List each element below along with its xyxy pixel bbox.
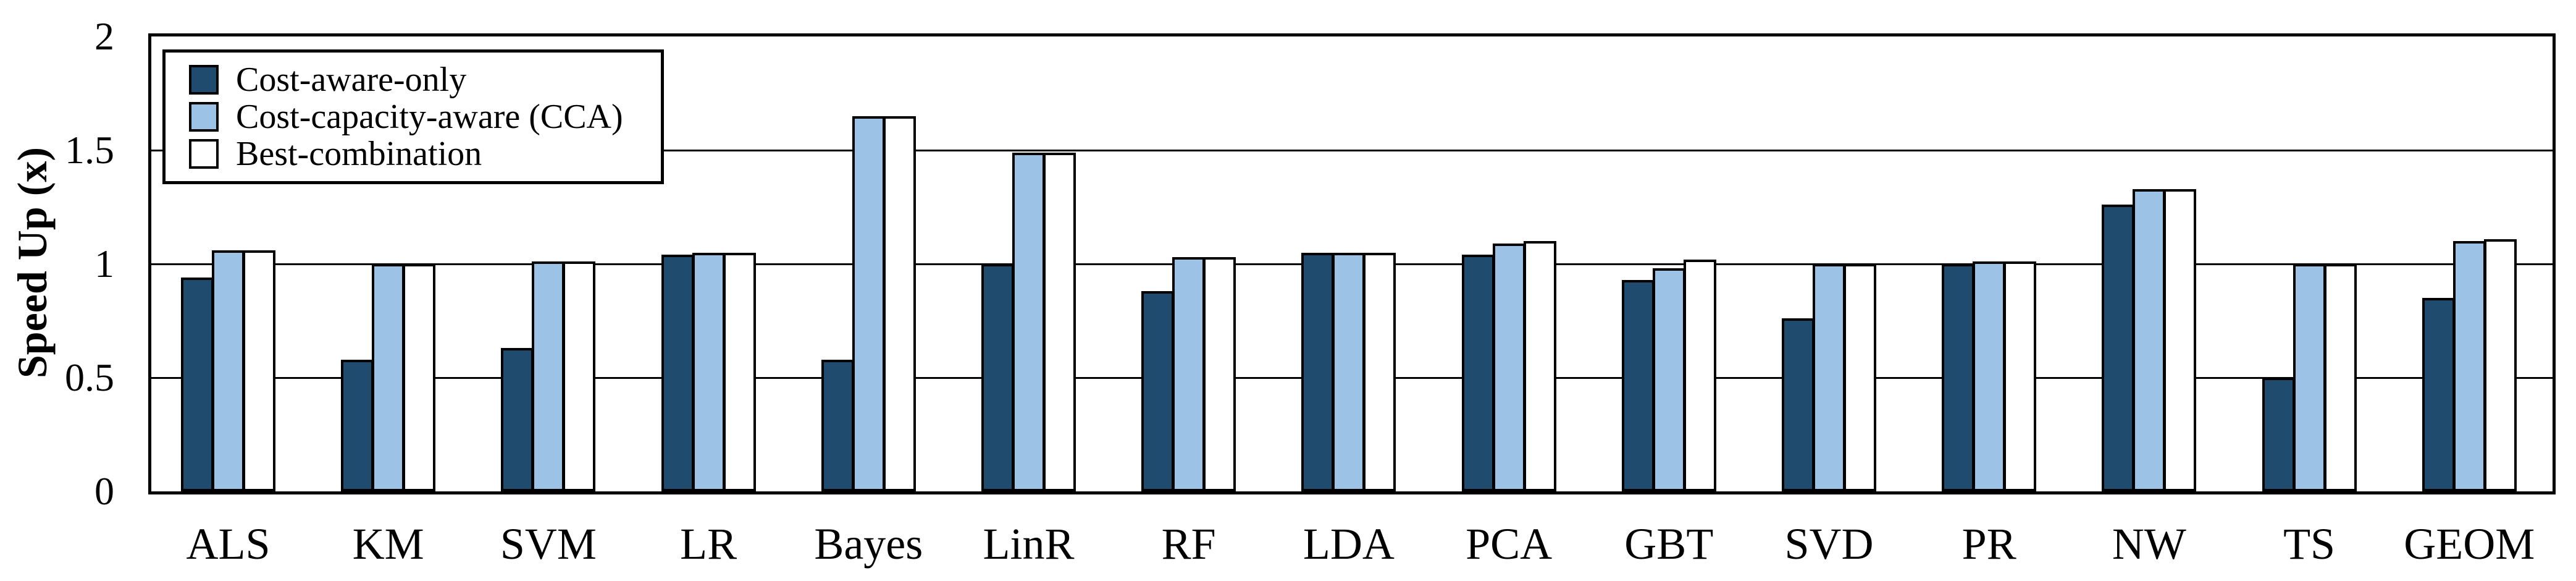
x-tick-label-linr: LinR xyxy=(983,519,1075,569)
bar-pca-cost-aware-only xyxy=(1461,255,1495,491)
bar-gbt-cost-aware-only xyxy=(1621,280,1655,491)
y-tick-label-1.5: 1.5 xyxy=(65,128,114,172)
bar-svm-best-combination xyxy=(563,261,596,491)
legend: Cost-aware-only Cost-capacity-aware (CCA)… xyxy=(162,49,664,184)
x-tick-label-svm: SVM xyxy=(500,519,597,569)
x-tick-label-svd: SVD xyxy=(1784,519,1874,569)
bar-lr-cost-capacity-aware-cca xyxy=(692,253,725,491)
bar-svd-cost-capacity-aware-cca xyxy=(1813,264,1845,491)
bar-svd-best-combination xyxy=(1844,264,1876,491)
x-tick-label-km: KM xyxy=(352,519,424,569)
gridline-y-1.5 xyxy=(151,149,2553,151)
bar-pr-best-combination xyxy=(2003,261,2037,491)
bar-pca-cost-capacity-aware-cca xyxy=(1492,244,1525,491)
bar-pca-best-combination xyxy=(1523,241,1556,491)
bar-als-cost-aware-only xyxy=(181,278,214,491)
x-tick-label-lr: LR xyxy=(680,519,737,569)
bar-ts-cost-aware-only xyxy=(2262,378,2295,491)
bar-pr-cost-aware-only xyxy=(1942,264,1975,491)
bar-linr-best-combination xyxy=(1043,153,1076,491)
bar-lda-cost-aware-only xyxy=(1301,253,1335,491)
legend-swatch-icon xyxy=(189,65,219,95)
bar-svm-cost-capacity-aware-cca xyxy=(532,261,565,491)
x-tick-label-lda: LDA xyxy=(1303,519,1395,569)
bar-km-cost-capacity-aware-cca xyxy=(372,264,405,491)
bar-bayes-cost-aware-only xyxy=(821,360,854,491)
bar-gbt-cost-capacity-aware-cca xyxy=(1652,268,1685,491)
y-tick-label-0.5: 0.5 xyxy=(65,355,114,399)
x-tick-label-geom: GEOM xyxy=(2404,519,2535,569)
y-tick-label-0: 0 xyxy=(94,469,114,513)
bar-nw-cost-aware-only xyxy=(2102,205,2135,491)
bar-linr-cost-capacity-aware-cca xyxy=(1012,153,1045,491)
plot-area xyxy=(148,33,2556,494)
legend-row-cost-aware-only: Cost-aware-only xyxy=(189,62,655,97)
legend-label: Best-combination xyxy=(236,135,482,173)
bar-km-cost-aware-only xyxy=(341,360,374,491)
legend-label: Cost-aware-only xyxy=(236,61,467,99)
bar-svd-cost-aware-only xyxy=(1782,318,1815,491)
bar-linr-cost-aware-only xyxy=(981,264,1014,491)
legend-label: Cost-capacity-aware (CCA) xyxy=(236,98,623,136)
bar-ts-best-combination xyxy=(2323,264,2357,491)
x-tick-label-bayes: Bayes xyxy=(814,519,923,569)
bar-svm-cost-aware-only xyxy=(501,348,534,491)
bar-nw-cost-capacity-aware-cca xyxy=(2133,189,2166,491)
x-tick-label-nw: NW xyxy=(2112,519,2186,569)
bar-rf-best-combination xyxy=(1203,257,1236,491)
x-tick-label-pca: PCA xyxy=(1466,519,1553,569)
bar-lr-best-combination xyxy=(723,253,756,491)
bar-bayes-cost-capacity-aware-cca xyxy=(852,116,885,491)
y-tick-label-2: 2 xyxy=(94,14,114,58)
bar-km-best-combination xyxy=(403,264,436,491)
bar-als-best-combination xyxy=(243,250,275,491)
bar-lda-best-combination xyxy=(1363,253,1396,491)
x-tick-label-rf: RF xyxy=(1161,519,1216,569)
bar-lr-cost-aware-only xyxy=(661,255,694,491)
bar-nw-best-combination xyxy=(2163,189,2197,491)
bar-geom-best-combination xyxy=(2483,239,2517,491)
bar-als-cost-capacity-aware-cca xyxy=(212,250,245,491)
x-tick-label-als: ALS xyxy=(186,519,271,569)
bar-gbt-best-combination xyxy=(1683,260,1716,491)
bar-geom-cost-aware-only xyxy=(2422,298,2455,491)
bar-geom-cost-capacity-aware-cca xyxy=(2452,241,2486,491)
legend-row-best-combination: Best-combination xyxy=(189,137,655,171)
bar-rf-cost-aware-only xyxy=(1141,291,1175,491)
x-tick-label-pr: PR xyxy=(1961,519,2016,569)
bar-pr-cost-capacity-aware-cca xyxy=(1973,261,2006,491)
bar-rf-cost-capacity-aware-cca xyxy=(1172,257,1206,491)
bar-ts-cost-capacity-aware-cca xyxy=(2293,264,2326,491)
x-tick-label-ts: TS xyxy=(2283,519,2336,569)
x-tick-label-gbt: GBT xyxy=(1624,519,1714,569)
legend-swatch-icon xyxy=(189,102,219,132)
y-tick-label-1: 1 xyxy=(94,242,114,286)
bar-bayes-best-combination xyxy=(883,116,916,491)
legend-swatch-icon xyxy=(189,139,219,169)
bar-lda-cost-capacity-aware-cca xyxy=(1332,253,1366,491)
legend-row-cost-capacity-aware-cca: Cost-capacity-aware (CCA) xyxy=(189,100,655,134)
